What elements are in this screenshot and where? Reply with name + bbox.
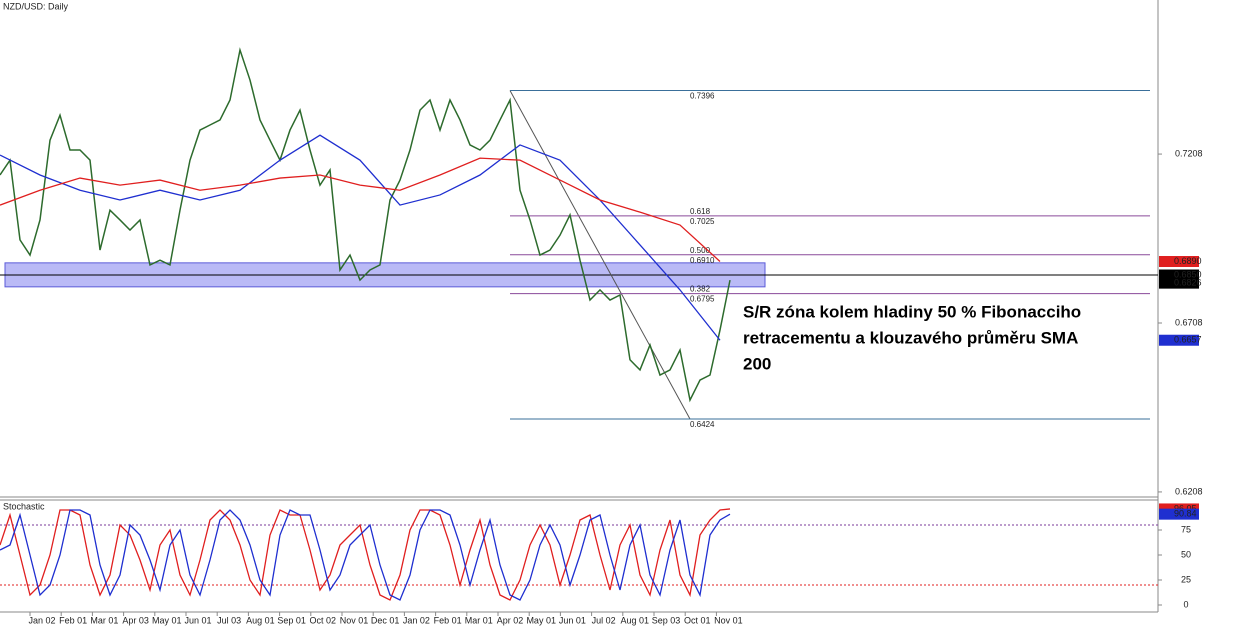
x-tick-label: Jul 03 [217,615,241,625]
panel-title: Stochastic [3,501,45,511]
series-line [0,508,731,601]
fib-label: 0.6424 [690,420,715,429]
y-tick-label: 0.6208 [1175,486,1203,496]
x-tick-label: Nov 01 [340,615,369,625]
x-tick-label: Dec 01 [371,615,400,625]
x-tick-label: Jun 01 [184,615,211,625]
price-marker [1159,508,1199,520]
series-line [0,157,721,262]
x-tick-label: Mar 01 [90,615,118,625]
x-tick-label: Aug 01 [621,615,650,625]
price-marker-label: 0.6850 [1174,269,1202,279]
x-tick-label: Mar 01 [465,615,493,625]
x-tick-label: May 01 [526,615,556,625]
x-tick-label: Jul 02 [592,615,616,625]
price-marker-label: 0.6826 [1174,278,1202,288]
x-tick-label: Nov 01 [714,615,743,625]
x-tick-label: Feb 01 [434,615,462,625]
x-tick-label: Oct 02 [310,615,337,625]
x-tick-label: Oct 01 [684,615,711,625]
y-tick-label: 50 [1181,549,1191,559]
price-marker-label: 90.84 [1174,509,1197,519]
fib-label: 0.7025 [690,217,715,226]
y-tick-label: 0.7208 [1175,148,1203,158]
annotation: 200 [743,354,771,373]
annotation: S/R zóna kolem hladiny 50 % Fibonacciho [743,302,1081,321]
price-marker-label: 96.05 [1174,503,1197,513]
x-tick-label: Jan 02 [28,615,55,625]
x-tick-label: Jun 01 [559,615,586,625]
x-tick-label: May 01 [152,615,182,625]
x-tick-label: Sep 03 [652,615,681,625]
price-marker-label: 0.6890 [1174,256,1202,266]
fib-ratio: 0.382 [690,285,711,294]
fib-ratio: 0.618 [690,207,711,216]
fib-label: 0.6910 [690,256,715,265]
y-tick-label: 25 [1181,574,1191,584]
price-marker-label: 0.6657 [1174,335,1202,345]
fib-label: 0.7396 [690,92,715,101]
x-tick-label: Feb 01 [59,615,87,625]
y-tick-label: 0 [1183,599,1188,609]
x-tick-label: Jan 02 [403,615,430,625]
y-tick-label: 0.6708 [1175,317,1203,327]
x-tick-label: Sep 01 [277,615,306,625]
series-line [0,47,731,403]
price-marker [1159,269,1199,281]
price-marker [1159,277,1199,289]
chart-title: NZD/USD: Daily [3,1,69,11]
price-marker [1159,256,1199,268]
y-tick-label: 75 [1181,524,1191,534]
annotation: retracementu a klouzavého průměru SMA [743,328,1078,347]
fib-ratio: 0.500 [690,246,711,255]
series-line [0,509,731,601]
x-tick-label: Apr 03 [122,615,149,625]
x-tick-label: Apr 02 [497,615,524,625]
fib-label: 0.6795 [690,295,715,304]
price-marker [1159,334,1199,346]
x-tick-label: Aug 01 [246,615,275,625]
